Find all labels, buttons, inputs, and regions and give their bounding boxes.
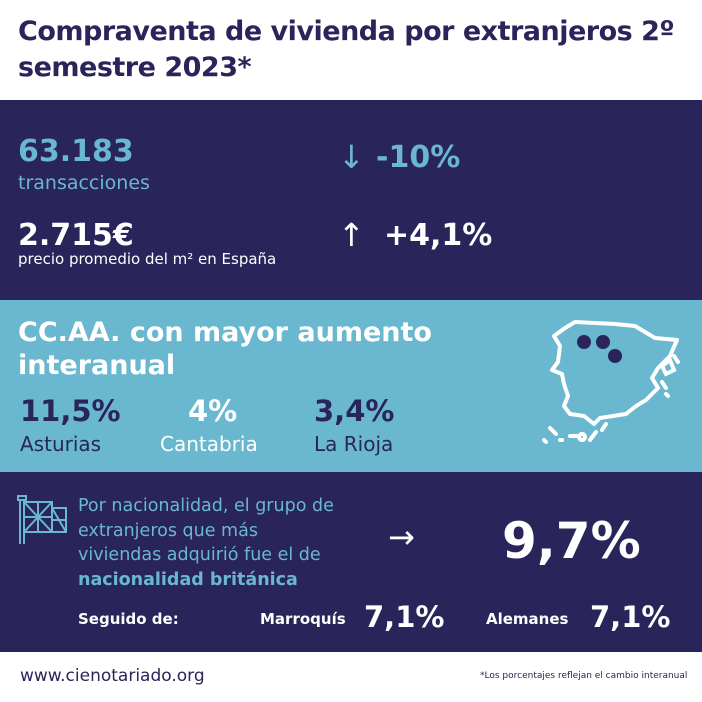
arrow-right-icon: → [388,518,415,556]
nationality-value-alemanes: 7,1% [590,600,671,634]
transactions-change: -10% [376,140,461,175]
nationality-text-prefix: Por nacionalidad, el grupo de extranjero… [78,496,334,565]
footnote: *Los porcentajes reflejan el cambio inte… [480,671,688,681]
spain-map-icon [542,320,680,444]
regions-section: CC.AA. con mayor aumento interanual 11,5… [0,300,702,472]
region-name-asturias: Asturias [20,432,102,456]
summary-section: 63.183 transacciones ↓ -10% 2.715€ preci… [0,100,702,300]
nationality-name-marroquis: Marroquís [260,610,346,628]
region-value-asturias: 11,5% [20,394,121,428]
region-value-cantabria: 4% [188,394,238,428]
uk-flag-icon [17,495,67,544]
price-value: 2.715€ [18,218,134,253]
price-change: +4,1% [384,218,493,253]
nationality-value-marroquis: 7,1% [364,600,445,634]
website-link[interactable]: www.cienotariado.org [20,666,205,686]
nationality-section: Por nacionalidad, el grupo de extranjero… [0,472,702,652]
page-title: Compraventa de vivienda por extranjeros … [18,16,675,83]
followed-label: Seguido de: [78,610,179,628]
region-name-cantabria: Cantabria [160,432,258,456]
nationality-text: Por nacionalidad, el grupo de extranjero… [78,494,338,592]
main-nationality-value: 9,7% [502,512,641,570]
nationality-name-alemanes: Alemanes [486,610,569,628]
regions-heading: CC.AA. con mayor aumento interanual [18,317,432,381]
region-value-la-rioja: 3,4% [314,394,395,428]
arrow-up-icon: ↑ [338,216,365,254]
transactions-value: 63.183 [18,134,134,169]
price-label: precio promedio del m² en España [18,250,277,268]
region-name-la-rioja: La Rioja [314,432,394,456]
arrow-down-icon: ↓ [338,138,365,176]
transactions-label: transacciones [18,172,150,194]
nationality-text-bold: nacionalidad británica [78,569,298,590]
